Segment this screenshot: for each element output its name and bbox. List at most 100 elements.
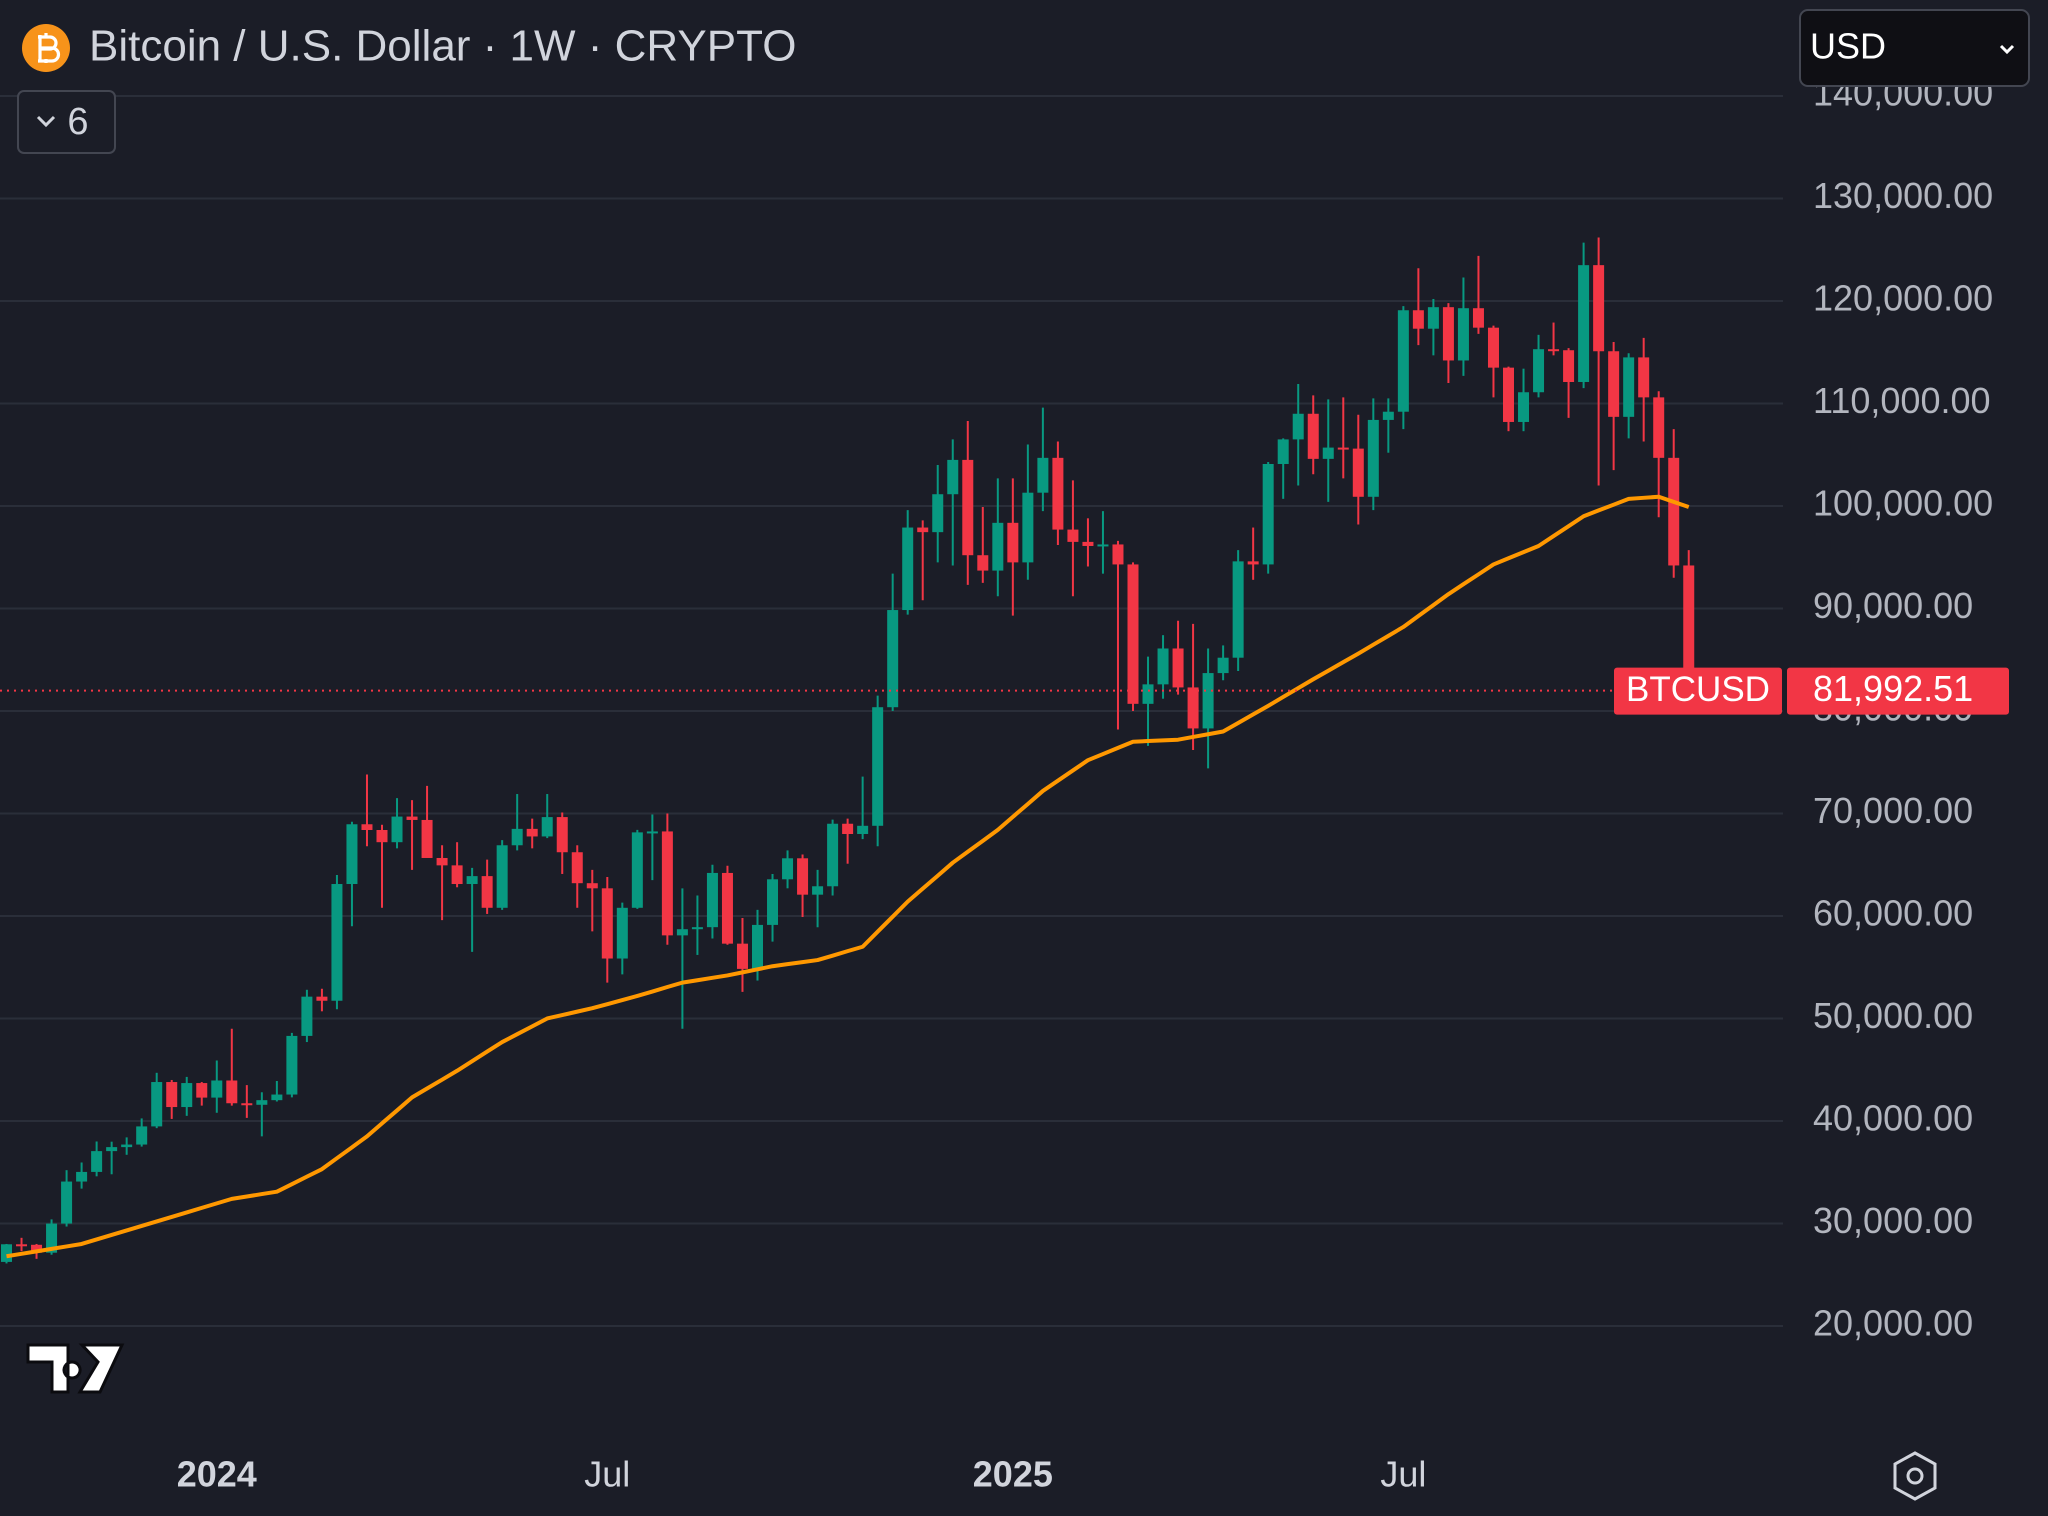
candle-body [1472, 308, 1484, 328]
candle-body [556, 817, 568, 853]
candle-body [992, 522, 1004, 571]
candle-body [16, 1244, 28, 1247]
candle-body [1668, 457, 1680, 566]
candle-body [196, 1083, 208, 1098]
candle-body [361, 824, 373, 830]
candle-body [1563, 350, 1575, 382]
candle-body [526, 828, 538, 837]
y-tick-label: 120,000.00 [1813, 278, 1993, 319]
candle-body [767, 879, 779, 925]
candle-body [451, 865, 463, 885]
candle-body [1367, 419, 1379, 497]
candle-body [346, 824, 358, 885]
candle-body [842, 823, 854, 834]
candle-body [917, 527, 929, 533]
y-tick-label: 60,000.00 [1813, 893, 1973, 934]
price-label: 81,992.51 [1813, 668, 1973, 709]
candle-body [76, 1171, 88, 1182]
candle-body [91, 1151, 103, 1172]
candle-body [316, 996, 328, 1001]
candle-body [706, 872, 718, 928]
candle-body [977, 555, 989, 571]
currency-label: USD [1810, 26, 1886, 67]
candle-body [271, 1094, 283, 1101]
candle-body [827, 823, 839, 887]
candle-body [616, 907, 628, 959]
candle-body [1022, 492, 1034, 563]
candle-body [782, 858, 794, 880]
candle-body [857, 825, 869, 834]
y-tick-label: 110,000.00 [1813, 380, 1991, 421]
candle-body [1082, 541, 1094, 546]
y-tick-label: 70,000.00 [1813, 790, 1973, 831]
candle-body [241, 1103, 253, 1106]
candle-body [436, 857, 448, 866]
candle-body [541, 817, 553, 837]
candle-body [932, 494, 944, 533]
candle-body [1112, 544, 1124, 565]
y-tick-label: 20,000.00 [1813, 1302, 1973, 1343]
settings-icon[interactable] [1893, 1451, 1937, 1501]
indicators-toggle[interactable] [17, 90, 116, 154]
candle-body [1638, 357, 1650, 398]
candle-body [1533, 349, 1545, 393]
candle-body [1337, 447, 1349, 450]
candle-body [106, 1147, 118, 1152]
bitcoin-glyph [38, 33, 61, 63]
candle-body [136, 1126, 148, 1145]
symbol-tag [1614, 667, 1782, 715]
candle-body [1247, 561, 1259, 565]
candle-body [301, 996, 313, 1036]
overlay: Bitcoin / U.S. Dollar · 1W · CRYPTO 6 US… [17, 9, 2030, 1501]
candle-body [256, 1100, 268, 1105]
candle-body [962, 459, 974, 556]
candle-body [646, 831, 658, 834]
candle-body [1427, 307, 1439, 329]
candle-body [1623, 357, 1635, 417]
candle-body [601, 888, 613, 959]
y-tick-label: 130,000.00 [1813, 175, 1993, 216]
candle-body [511, 828, 523, 846]
candle-body [797, 858, 809, 895]
x-tick-label: Jul [1380, 1454, 1426, 1495]
candle-body [1593, 265, 1605, 352]
candle-body [661, 831, 673, 936]
chevron-icon [36, 115, 56, 128]
candle-body [1412, 310, 1424, 329]
candle-body [166, 1082, 178, 1108]
candle-body [31, 1244, 43, 1253]
candle-body [631, 832, 643, 908]
candle-body [1487, 327, 1499, 368]
x-tick-label: 2024 [177, 1454, 257, 1495]
symbol-label: BTCUSD [1626, 670, 1770, 709]
candle-body [1382, 411, 1394, 420]
y-tick-label: 50,000.00 [1813, 995, 1973, 1036]
candle-body [226, 1080, 238, 1104]
candle-body [1307, 413, 1319, 459]
candle-body [1, 1244, 12, 1262]
candle-body [1578, 265, 1590, 382]
indicator-count: 6 [67, 101, 88, 143]
candle-body [1292, 413, 1304, 440]
candle-body [151, 1082, 163, 1127]
plot-area: 20,000.00 30,000.00 40,000.00 50,000.00 60,0… [0, 73, 2009, 1495]
candle-body [1262, 463, 1274, 565]
candle-body [947, 459, 959, 495]
candle-body [466, 876, 478, 885]
candle-body [1277, 439, 1289, 464]
candle-body [46, 1223, 58, 1253]
candle-body [1172, 648, 1184, 688]
candle-body [586, 883, 598, 889]
chart-title: Bitcoin / U.S. Dollar · 1W · CRYPTO [89, 22, 796, 71]
price-tag [1787, 667, 2009, 715]
candle-body [1187, 687, 1199, 729]
candle-body [286, 1035, 298, 1095]
candle-body [812, 886, 824, 895]
y-tick-label: 40,000.00 [1813, 1097, 1973, 1138]
candle-body [571, 852, 583, 884]
tradingview-logo [26, 1343, 125, 1394]
currency-select[interactable] [1799, 9, 2030, 87]
candle-body [181, 1083, 193, 1108]
